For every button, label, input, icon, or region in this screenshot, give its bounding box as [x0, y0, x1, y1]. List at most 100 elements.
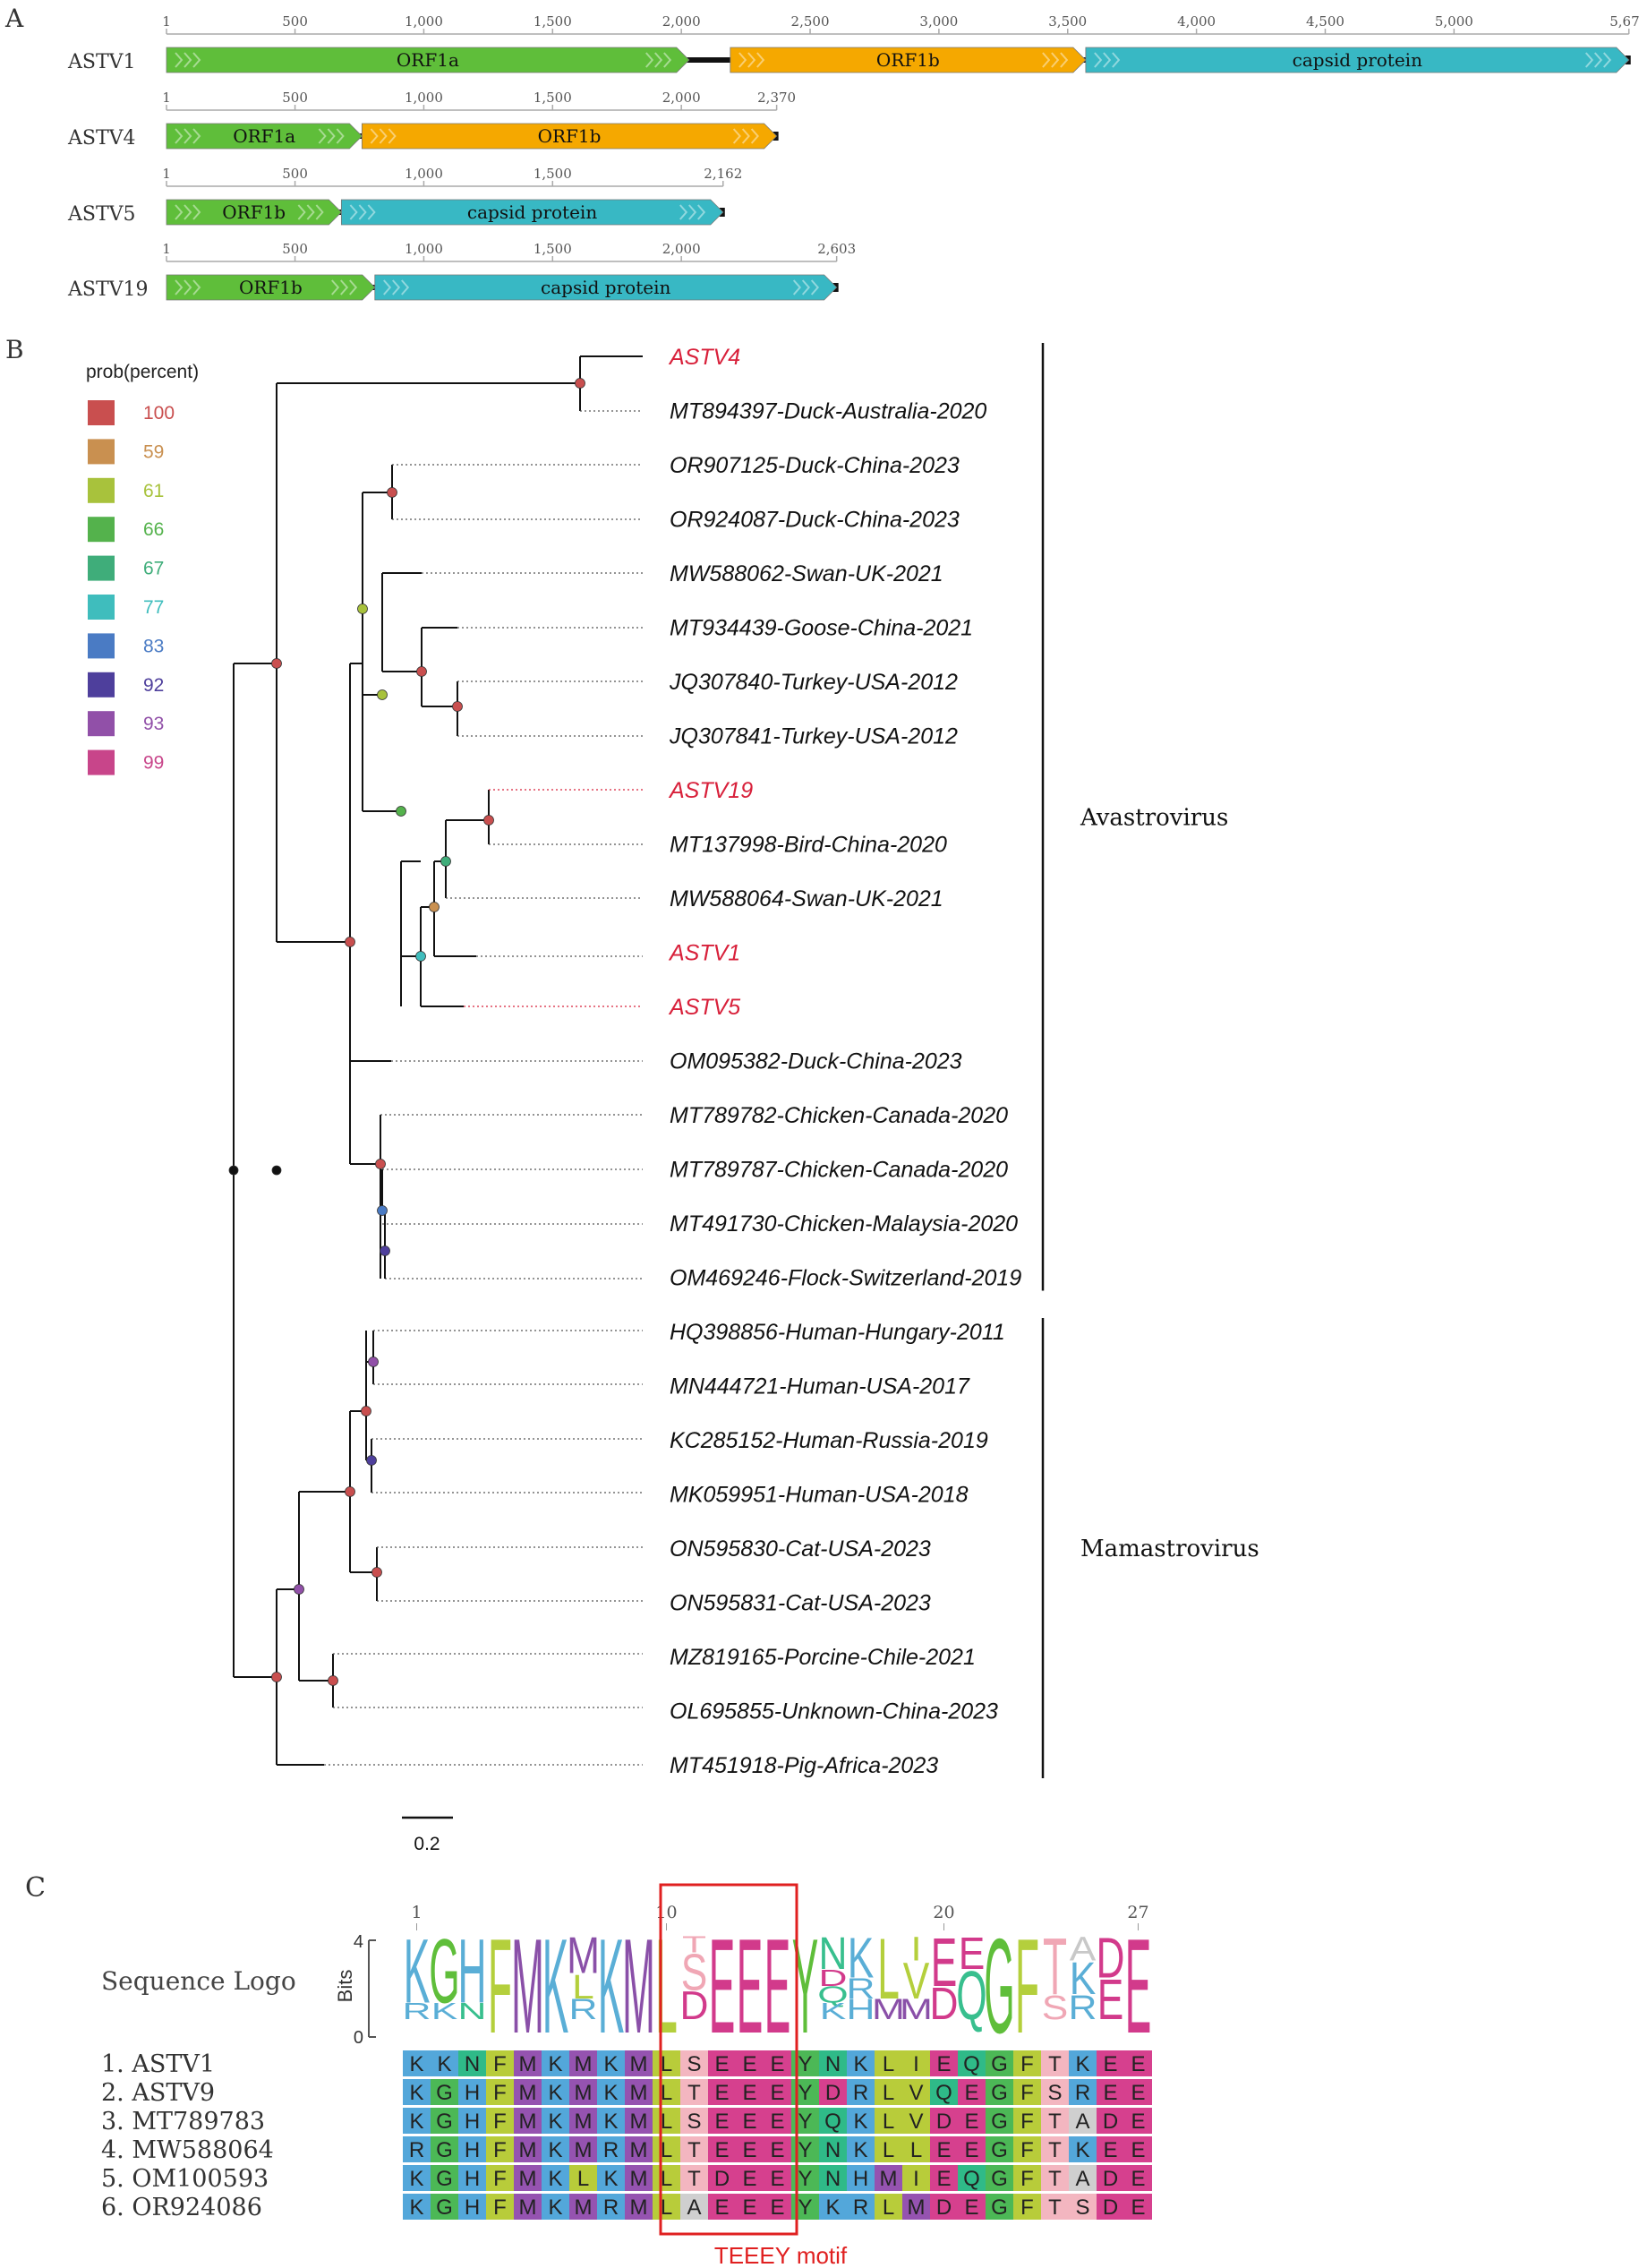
tree-node-support: [357, 603, 368, 614]
alignment-cell: [1124, 2136, 1152, 2162]
alignment-residue: V: [909, 2110, 923, 2134]
tree-node-support: [452, 701, 463, 712]
alignment-residue: M: [519, 2138, 537, 2162]
alignment-cell: [458, 2194, 486, 2220]
alignment-residue: Q: [963, 2052, 980, 2076]
ruler-tick-label: 5,679: [1609, 13, 1639, 30]
alignment-residue: L: [661, 2110, 672, 2134]
alignment-residue: E: [714, 2081, 729, 2105]
alignment-cell: [736, 2165, 764, 2191]
alignment-cell: [542, 2079, 569, 2105]
alignment-residue: G: [991, 2167, 1008, 2191]
alignment-residue: T: [687, 2081, 701, 2105]
alignment-cell: [708, 2136, 736, 2162]
ruler-tick-label: 4,000: [1177, 13, 1216, 30]
tree-tip-label: ON595831-Cat-USA-2023: [670, 1591, 931, 1616]
phylogenetic-tree: ASTV4 MT894397-Duck-Australia-2020 OR90712…: [228, 343, 1259, 1854]
alignment-residue: A: [1075, 2167, 1089, 2191]
alignment-cell: [902, 2108, 930, 2134]
clade-label: Avastrovirus: [1080, 804, 1228, 831]
alignment-residue: E: [1131, 2195, 1145, 2220]
position-tick-label: 20: [933, 1903, 954, 1922]
tree-tip-label: MK059951-Human-USA-2018: [670, 1483, 969, 1508]
feature-chevron: [679, 204, 688, 220]
alignment-cell: [1041, 2079, 1069, 2105]
legend-value: 99: [143, 753, 164, 774]
feature-chevron: [732, 128, 741, 144]
alignment-cell: [1013, 2194, 1041, 2220]
alignment-residue: G: [436, 2110, 453, 2134]
alignment-cell: [736, 2194, 764, 2220]
legend-value: 66: [143, 519, 164, 540]
position-tick-label: 1: [411, 1903, 422, 1922]
logo-letter: M: [511, 1910, 544, 2062]
scale-bar-label: 0.2: [414, 1834, 440, 1854]
alignment-residue: E: [1103, 2052, 1117, 2076]
ruler-tick-label: 1: [162, 166, 171, 182]
alignment-residue: M: [630, 2110, 648, 2134]
alignment-residue: E: [1103, 2138, 1117, 2162]
alignment-cell: [542, 2194, 569, 2220]
feature-chevron: [192, 128, 201, 144]
alignment-residue: T: [1048, 2195, 1062, 2220]
alignment-cell: [1013, 2079, 1041, 2105]
alignment-residue: G: [436, 2167, 453, 2191]
alignment-residue: E: [1103, 2081, 1117, 2105]
alignment-cell: [847, 2050, 875, 2076]
alignment-residue: L: [661, 2195, 672, 2220]
alignment-cell: [625, 2079, 653, 2105]
clade-label: Mamastrovirus: [1080, 1536, 1259, 1562]
feature-chevron: [697, 204, 706, 220]
alignment-cell: [597, 2136, 625, 2162]
alignment-cell: [930, 2165, 958, 2191]
feature-chevron: [184, 204, 192, 220]
logo-letter: G: [429, 1920, 459, 2022]
alignment-cell: [486, 2050, 514, 2076]
alignment-residue: F: [493, 2195, 507, 2220]
alignment-residue: K: [853, 2138, 867, 2162]
feature-chevron: [747, 52, 756, 68]
logo-letter: T: [682, 1931, 706, 1957]
alignment-residue: Y: [798, 2110, 812, 2134]
tree-tip-label: MT789782-Chicken-Canada-2020: [670, 1103, 1008, 1128]
alignment-cell: [875, 2194, 902, 2220]
alignment-cell: [431, 2108, 458, 2134]
alignment-residue: K: [548, 2138, 562, 2162]
genome-maps: ASTV1 1 500 1,000 1,500 2,000 2,500 3,000 3,500 4…: [67, 13, 1639, 301]
alignment-residue: K: [409, 2110, 423, 2134]
tree-node-support: [366, 1455, 377, 1466]
alignment-cell: [736, 2108, 764, 2134]
alignment-cell: [930, 2050, 958, 2076]
alignment-residue: N: [465, 2052, 480, 2076]
feature-chevron: [1112, 52, 1121, 68]
alignment-cell: [431, 2165, 458, 2191]
alignment-residue: F: [1020, 2052, 1034, 2076]
legend-value: 61: [143, 481, 164, 501]
alignment-residue: T: [1048, 2052, 1062, 2076]
alignment-residue: D: [825, 2081, 841, 2105]
feature-chevron: [184, 52, 192, 68]
alignment-cell: [486, 2108, 514, 2134]
feature-chevron: [1593, 52, 1603, 68]
alignment-cell: [653, 2108, 680, 2134]
alignment-residue: Y: [798, 2138, 812, 2162]
alignment-residue: D: [1103, 2195, 1118, 2220]
feature-chevron: [401, 279, 410, 295]
feature-chevron: [318, 128, 327, 144]
alignment-residue: M: [519, 2110, 537, 2134]
alignment-residue: E: [714, 2195, 729, 2220]
feature-chevron: [358, 204, 367, 220]
feature-label: ORF1b: [538, 125, 602, 147]
sequence-label: 6. OR924086: [101, 2194, 262, 2221]
alignment-cell: [930, 2079, 958, 2105]
alignment-cell: [653, 2194, 680, 2220]
feature-chevron: [756, 52, 765, 68]
alignment-residue: E: [1131, 2138, 1145, 2162]
tree-node-support: [328, 1675, 338, 1686]
alignment-residue: K: [409, 2167, 423, 2191]
alignment-residue: Y: [798, 2167, 812, 2191]
logo-letter: N: [458, 1998, 487, 2024]
alignment-cell: [625, 2194, 653, 2220]
tree-tip-label: ASTV5: [668, 995, 740, 1020]
alignment-cell: [819, 2136, 847, 2162]
